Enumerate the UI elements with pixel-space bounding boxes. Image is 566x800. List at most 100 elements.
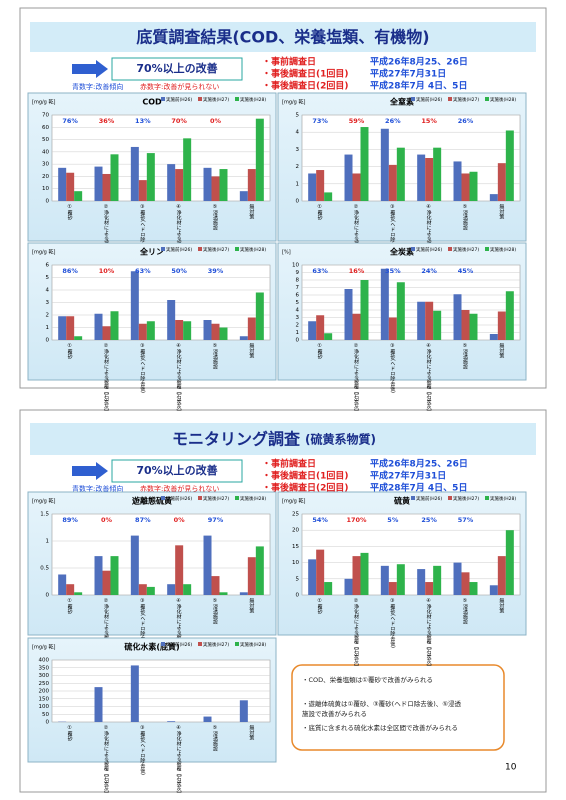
bar <box>247 317 256 340</box>
survey-date: 平成28年7月 4日、5日 <box>370 80 467 92</box>
x-tick-label: ③覆砂(ヘドロ除去後) <box>389 204 395 254</box>
y-tick-label: 3 <box>46 300 50 306</box>
y-tick-label: 60 <box>42 125 49 131</box>
x-tick-label: ②浄化材による被覆【石炭灰】 <box>353 598 359 669</box>
y-tick-label: 1 <box>296 330 300 336</box>
bar <box>167 300 176 340</box>
banner-box <box>111 57 243 81</box>
y-tick-label: 3 <box>296 147 300 153</box>
survey-date: 平成28年7月 4日、5日 <box>370 482 467 494</box>
plot-area <box>51 114 271 202</box>
bar <box>219 327 228 340</box>
survey-date: 平成26年8月25、26日 <box>370 458 468 470</box>
y-tick-label: 0 <box>46 199 50 205</box>
legend-label: 実施前(H26) <box>166 641 192 648</box>
x-tick-label: ④浄化材による被覆【石炭灰】 <box>176 725 182 796</box>
bar <box>489 334 498 340</box>
y-tick-label: 20 <box>42 174 49 180</box>
legend-swatch <box>198 247 202 251</box>
y-tick-label: 10 <box>42 186 49 192</box>
y-tick-label: 6 <box>296 293 300 299</box>
legend-swatch <box>448 247 452 251</box>
unit-label: [mg/g 乾] <box>32 644 55 651</box>
y-tick-label: 20 <box>292 528 299 534</box>
bar <box>388 164 397 201</box>
bar <box>417 569 426 595</box>
bar <box>469 582 478 595</box>
x-tick-label: ①覆砂 <box>317 204 323 221</box>
improvement-label: 25% <box>421 516 437 524</box>
x-tick-label: ⑤浸透施設 <box>462 598 468 625</box>
title-band <box>30 423 536 455</box>
bar <box>203 535 212 595</box>
x-tick-label: ②浄化材による被覆【石炭灰】 <box>353 343 359 414</box>
bar <box>203 320 212 340</box>
y-tick-label: 0 <box>296 593 300 599</box>
bar <box>388 582 397 595</box>
bar <box>417 301 426 340</box>
bar <box>167 721 176 722</box>
unit-label: [mg/g 乾] <box>32 249 55 256</box>
x-tick-label: ④浄化材による被覆【石炭灰】 <box>176 598 182 669</box>
bar <box>219 169 228 201</box>
legend-label: 実施後(H28) <box>490 96 516 103</box>
improvement-label: 39% <box>208 267 224 275</box>
improvement-label: 63% <box>135 267 151 275</box>
plot-area <box>301 114 521 202</box>
survey-label: ・事前調査日 <box>262 458 316 470</box>
unit-label: [mg/g 乾] <box>282 498 305 505</box>
legend-label: 実施後(H28) <box>240 246 266 253</box>
improvement-label: 57% <box>458 516 474 524</box>
y-tick-label: 4 <box>296 130 300 136</box>
bar <box>66 316 75 340</box>
legend-label: 実施前(H26) <box>166 246 192 253</box>
y-tick-label: 0.5 <box>40 566 49 572</box>
banner-box <box>111 459 243 483</box>
bar <box>167 164 176 201</box>
chart-title: 硫黄 <box>394 496 410 506</box>
legend-swatch <box>485 247 489 251</box>
x-tick-label: ④浄化材による被覆【石炭灰】 <box>426 598 432 669</box>
bar <box>360 552 369 595</box>
x-tick-label: ①覆砂 <box>317 343 323 360</box>
y-tick-label: 50 <box>42 712 49 718</box>
unit-label: [mg/g 乾] <box>282 99 305 106</box>
bar <box>417 154 426 201</box>
bar <box>66 584 75 595</box>
bar <box>469 313 478 340</box>
legend-label: 実施後(H27) <box>453 495 479 502</box>
bar <box>58 316 67 340</box>
legend-label: 実施後(H27) <box>203 495 229 502</box>
bar <box>425 158 434 201</box>
bar <box>352 556 361 595</box>
y-tick-label: 1 <box>296 181 300 187</box>
bar <box>146 321 155 340</box>
chart-title: 全炭素 <box>389 247 414 257</box>
bar <box>74 191 83 201</box>
legend-swatch <box>161 496 165 500</box>
arrow-icon <box>72 60 108 78</box>
bar <box>138 180 147 201</box>
x-tick-label: ②浄化材による被覆【石炭灰】 <box>353 204 359 275</box>
legend-swatch <box>161 97 165 101</box>
legend-label: 実施後(H27) <box>203 246 229 253</box>
improvement-label: 70% <box>171 117 187 125</box>
legend-label: 実施前(H26) <box>166 96 192 103</box>
bar <box>203 167 212 201</box>
y-tick-label: 0 <box>46 338 50 344</box>
x-tick-label: 無対策 <box>248 342 254 359</box>
improvement-label: 10% <box>99 267 115 275</box>
y-tick-label: 8 <box>296 278 300 284</box>
improvement-label: 45% <box>458 267 474 275</box>
bar <box>425 301 434 340</box>
chart-title: COD <box>142 98 162 107</box>
bar <box>58 574 67 595</box>
legend-label: 実施後(H28) <box>490 495 516 502</box>
summary-text: ・COD、栄養塩類は①覆砂で改善がみられる <box>302 675 433 684</box>
legend-label: 実施後(H27) <box>203 96 229 103</box>
bar <box>175 169 184 201</box>
legend-swatch <box>235 496 239 500</box>
legend-label: 実施後(H27) <box>453 96 479 103</box>
x-tick-label: ⑤浸透施設 <box>462 204 468 231</box>
